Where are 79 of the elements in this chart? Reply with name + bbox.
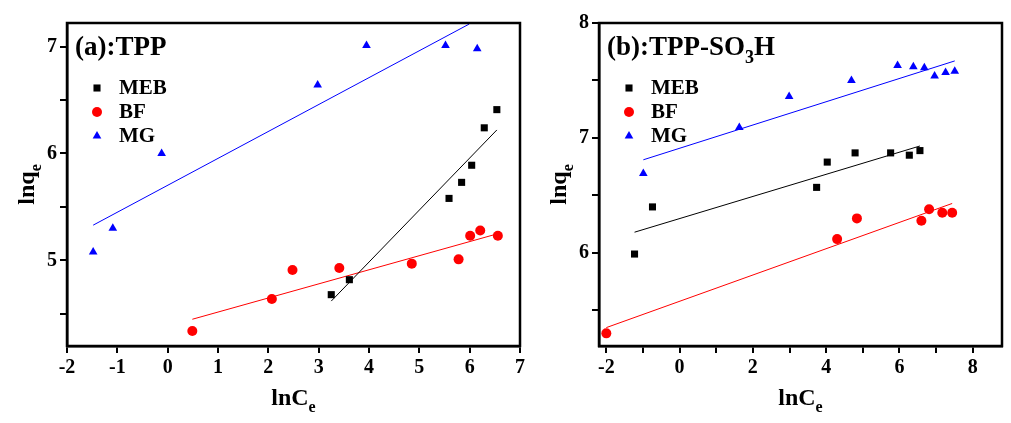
x-tick-label: 0 [162, 355, 173, 378]
point [287, 265, 298, 276]
point [468, 161, 476, 169]
legend-label: BF [119, 99, 146, 124]
point [639, 168, 648, 177]
x-tick-label: -2 [58, 355, 76, 378]
x-tick-label: 4 [821, 355, 832, 378]
y-tick-label: 7 [579, 125, 589, 148]
x-tick-label: 5 [414, 355, 425, 378]
legend-label: MG [119, 123, 156, 148]
point [601, 328, 612, 339]
point [909, 61, 918, 70]
point [905, 151, 913, 159]
point [784, 91, 794, 100]
legend-label: MEB [651, 75, 699, 100]
point [345, 276, 353, 284]
point [453, 254, 464, 265]
x-tick-label: 2 [263, 355, 274, 378]
point [362, 40, 371, 48]
point [475, 225, 486, 236]
point [847, 75, 856, 83]
point [813, 183, 821, 191]
point [941, 67, 950, 75]
point [920, 62, 929, 71]
point [480, 124, 488, 132]
point [108, 223, 118, 231]
point [313, 80, 322, 88]
legend-label: MG [651, 123, 688, 148]
point [950, 66, 960, 74]
legend-label: MEB [119, 75, 167, 100]
legend-label: BF [651, 99, 678, 124]
point [916, 147, 924, 155]
point [930, 70, 939, 79]
x-tick-label: 4 [364, 355, 374, 378]
x-tick-label: -1 [109, 355, 126, 378]
point [734, 122, 744, 131]
y-axis-title: lnqe [13, 164, 45, 205]
point [458, 178, 466, 186]
point [887, 149, 895, 157]
point [187, 326, 198, 337]
x-tick-label: 6 [464, 355, 475, 378]
y-tick-label: 6 [47, 140, 57, 163]
point [327, 291, 335, 299]
point [832, 234, 843, 245]
x-tick-label: -2 [597, 355, 615, 378]
point [851, 149, 859, 157]
y-tick-label: 8 [579, 10, 589, 33]
point [916, 215, 927, 226]
point [445, 194, 453, 202]
x-tick-label: 2 [747, 355, 758, 378]
point [924, 204, 935, 215]
point [648, 203, 657, 211]
x-tick-label: 7 [515, 355, 525, 378]
chart-title: (a):TPP [75, 31, 167, 61]
y-tick-label: 7 [47, 33, 57, 56]
y-axis-title: lnqe [545, 164, 577, 205]
point [937, 207, 948, 218]
point [472, 43, 482, 52]
x-tick-label: 0 [674, 355, 685, 378]
point [334, 262, 345, 273]
point [851, 213, 862, 224]
point [631, 250, 639, 258]
point [465, 230, 476, 241]
point [266, 293, 277, 304]
point [823, 158, 831, 166]
y-tick-label: 6 [579, 240, 589, 263]
point [441, 40, 450, 48]
x-tick-label: 1 [213, 355, 223, 378]
point [492, 230, 503, 241]
point [88, 246, 98, 255]
point [157, 148, 166, 156]
x-tick-label: 3 [313, 355, 324, 378]
point [947, 207, 958, 218]
point [493, 106, 501, 114]
point [406, 258, 417, 269]
point [893, 60, 902, 69]
x-tick-label: 6 [894, 355, 905, 378]
x-tick-label: 8 [967, 355, 978, 378]
y-tick-label: 5 [47, 247, 57, 270]
